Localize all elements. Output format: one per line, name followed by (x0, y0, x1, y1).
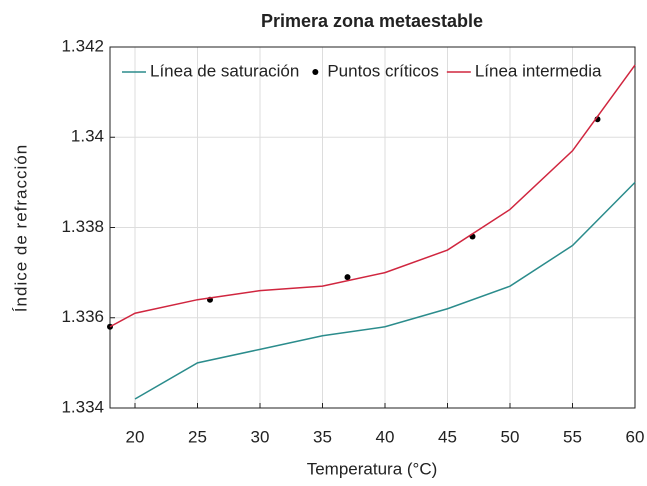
y-tick-label: 1.338 (61, 217, 104, 236)
x-tick-label: 20 (126, 427, 145, 446)
y-tick-label: 1.34 (71, 127, 104, 146)
chart-title: Primera zona metaestable (261, 11, 483, 31)
y-tick-label: 1.336 (61, 307, 104, 326)
x-tick-label: 35 (313, 427, 332, 446)
curve (109, 64, 636, 328)
y-axis-label: Índice de refracción (11, 144, 30, 312)
legend-label: Línea intermedia (475, 61, 602, 80)
plot-frame (109, 46, 636, 409)
x-tick-label: 25 (188, 427, 207, 446)
critical-point (344, 274, 351, 281)
x-tick-label: 30 (251, 427, 270, 446)
curve (134, 181, 636, 400)
y-tick-label: 1.342 (61, 36, 104, 55)
x-tick-label: 55 (563, 427, 582, 446)
x-tick-label: 45 (438, 427, 457, 446)
x-axis-label: Temperatura (°C) (307, 459, 438, 478)
x-tick-label: 50 (501, 427, 520, 446)
y-tick-label: 1.334 (61, 397, 104, 416)
legend-label: Línea de saturación (150, 61, 299, 80)
legend-marker (312, 69, 319, 75)
x-tick-label: 60 (626, 427, 645, 446)
x-tick-label: 40 (376, 427, 395, 446)
legend-label: Puntos críticos (327, 61, 439, 80)
